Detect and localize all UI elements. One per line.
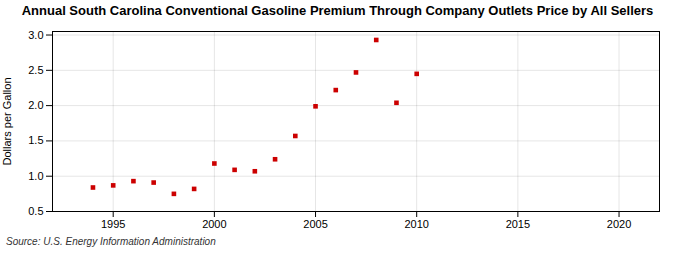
svg-text:Dollars per Gallon: Dollars per Gallon	[1, 77, 13, 165]
svg-text:2000: 2000	[202, 218, 226, 230]
html-text:Annual South Carolina Conventi: Annual South Carolina Conventional Gasol…	[21, 3, 654, 18]
svg-text:2.0: 2.0	[28, 99, 43, 111]
svg-text:3.0: 3.0	[28, 28, 43, 40]
svg-text:0.5: 0.5	[28, 205, 43, 217]
svg-text:2015: 2015	[506, 218, 530, 230]
svg-text:2020: 2020	[607, 218, 631, 230]
html-text:Source: U.S. Energy Informatio: Source: U.S. Energy Information Administ…	[6, 235, 216, 247]
svg-text:1995: 1995	[101, 218, 125, 230]
svg-text:2.5: 2.5	[28, 63, 43, 75]
svg-text:2005: 2005	[303, 218, 327, 230]
svg-text:1.0: 1.0	[28, 169, 43, 181]
svg-text:1.5: 1.5	[28, 134, 43, 146]
svg-text:2010: 2010	[404, 218, 428, 230]
